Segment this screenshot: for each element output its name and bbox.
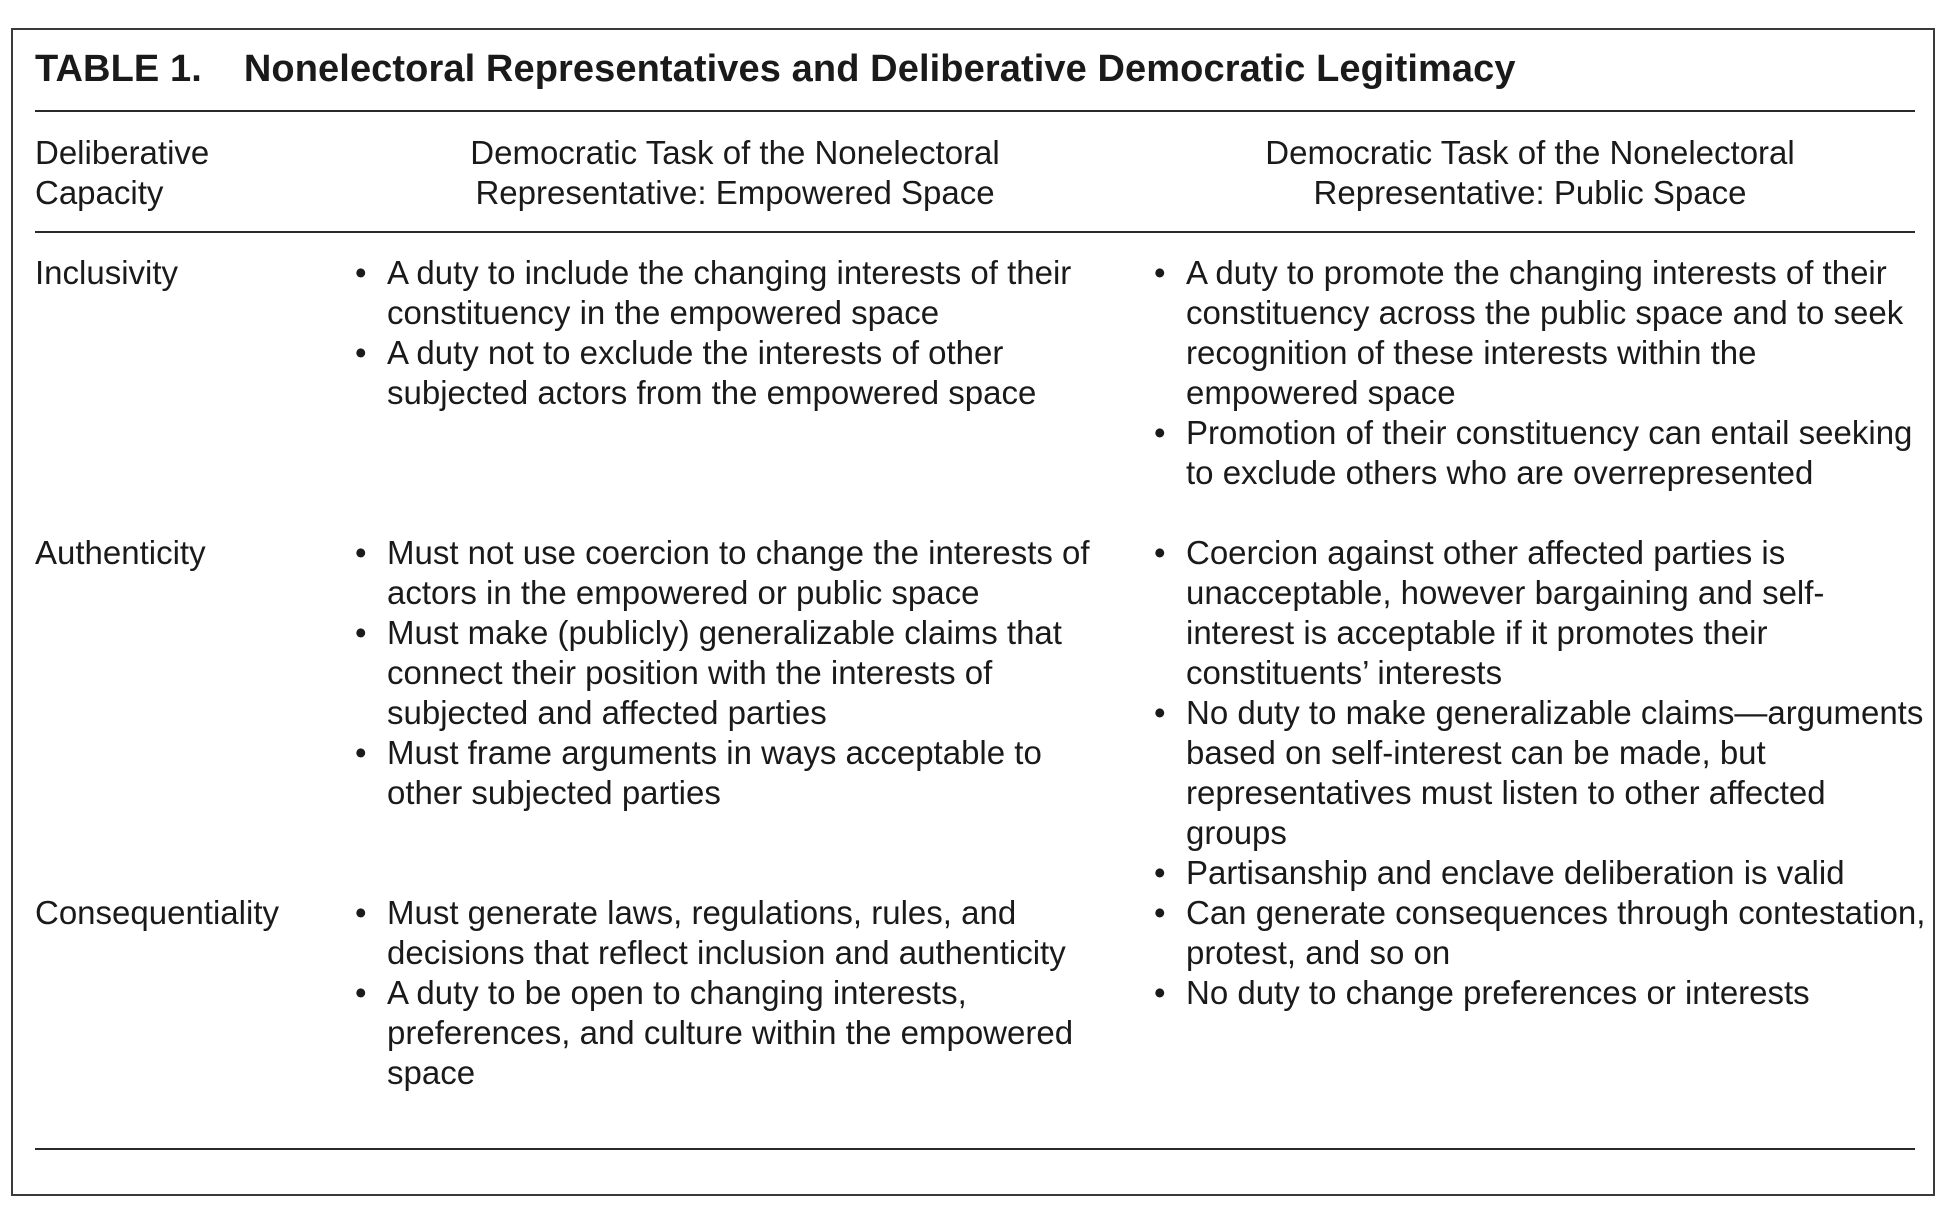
list-item: No duty to change preferences or interes… (1152, 973, 1932, 1013)
list-item: Coercion against other affected parties … (1152, 533, 1932, 693)
cell-consequentiality-empowered: Must generate laws, regulations, rules, … (353, 893, 1123, 1093)
list-item: Promotion of their constituency can enta… (1152, 413, 1932, 493)
row-label-authenticity: Authenticity (35, 534, 206, 571)
table-frame (11, 28, 1935, 1196)
list-item: Must frame arguments in ways acceptable … (353, 733, 1123, 813)
header-empowered-space: Democratic Task of the Nonelectoral Repr… (470, 134, 1000, 211)
list-item: Must generate laws, regulations, rules, … (353, 893, 1123, 973)
table-number: TABLE 1. (35, 48, 202, 90)
cell-authenticity-public: Coercion against other affected parties … (1152, 533, 1932, 893)
list-item: No duty to make generalizable claims—arg… (1152, 693, 1932, 853)
header-public-space: Democratic Task of the Nonelectoral Repr… (1265, 134, 1795, 211)
list-item: A duty to promote the changing interests… (1152, 253, 1932, 413)
list-item: A duty to include the changing interests… (353, 253, 1123, 333)
header-rule (35, 231, 1915, 233)
list-item: Can generate consequences through contes… (1152, 893, 1932, 973)
cell-authenticity-empowered: Must not use coercion to change the inte… (353, 533, 1123, 813)
list-item: A duty not to exclude the interests of o… (353, 333, 1123, 413)
bottom-rule (35, 1148, 1915, 1150)
list-item: Must not use coercion to change the inte… (353, 533, 1123, 613)
list-item: Partisanship and enclave deliberation is… (1152, 853, 1932, 893)
list-item: A duty to be open to changing interests,… (353, 973, 1123, 1093)
cell-inclusivity-public: A duty to promote the changing interests… (1152, 253, 1932, 493)
top-rule (35, 110, 1915, 112)
list-item: Must make (publicly) generalizable claim… (353, 613, 1123, 733)
row-label-inclusivity: Inclusivity (35, 254, 179, 291)
table-title-text: Nonelectoral Representatives and Deliber… (243, 48, 1516, 90)
header-deliberative-capacity: Deliberative Capacity (35, 134, 210, 211)
cell-consequentiality-public: Can generate consequences through contes… (1152, 893, 1932, 1013)
table-title: TABLE 1. Nonelectoral Representatives and… (35, 48, 1516, 91)
row-label-consequentiality: Consequentiality (35, 894, 279, 931)
cell-inclusivity-empowered: A duty to include the changing interests… (353, 253, 1123, 413)
